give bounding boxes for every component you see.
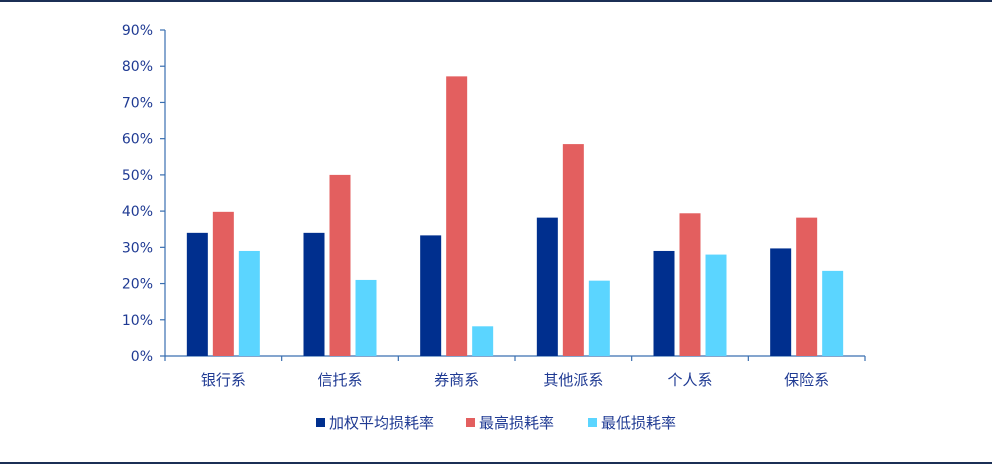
bar-3-2 xyxy=(588,280,610,356)
bar-5-1 xyxy=(796,217,818,356)
y-tick-label: 50% xyxy=(122,168,153,184)
x-category-label: 信托系 xyxy=(317,371,362,389)
top-rule xyxy=(0,0,992,2)
bar-5-0 xyxy=(770,248,792,356)
bottom-rule xyxy=(0,462,992,464)
bar-4-1 xyxy=(679,213,701,356)
bar-1-1 xyxy=(329,174,351,356)
bar-2-2 xyxy=(472,326,494,356)
bar-0-1 xyxy=(212,211,234,356)
bar-5-2 xyxy=(822,270,844,356)
bar-2-0 xyxy=(420,235,442,356)
legend-label: 最高损耗率 xyxy=(479,414,554,432)
y-tick-label: 0% xyxy=(131,349,153,365)
legend-swatch xyxy=(316,418,325,427)
x-category-label: 保险系 xyxy=(784,371,829,389)
bar-4-0 xyxy=(653,250,675,356)
legend-swatch xyxy=(466,418,475,427)
bar-3-0 xyxy=(536,217,558,356)
y-tick-label: 60% xyxy=(122,132,153,148)
legend-label: 最低损耗率 xyxy=(601,414,676,432)
y-tick-label: 30% xyxy=(122,240,153,256)
bar-3-1 xyxy=(562,144,584,356)
x-category-label: 银行系 xyxy=(201,371,246,389)
x-category-label: 其他派系 xyxy=(543,371,603,389)
x-category-label: 个人系 xyxy=(667,371,712,389)
bar-1-2 xyxy=(355,279,377,356)
bar-0-0 xyxy=(186,232,208,356)
bar-2-1 xyxy=(446,76,468,356)
bar-1-0 xyxy=(303,232,325,356)
bar-0-2 xyxy=(238,250,260,356)
legend-swatch xyxy=(588,418,597,427)
y-tick-label: 40% xyxy=(122,204,153,220)
bar-4-2 xyxy=(705,254,727,356)
y-tick-label: 20% xyxy=(122,277,153,293)
y-tick-label: 10% xyxy=(122,313,153,329)
y-tick-label: 80% xyxy=(122,59,153,75)
legend-label: 加权平均损耗率 xyxy=(329,414,434,432)
y-tick-label: 70% xyxy=(122,95,153,111)
y-tick-label: 90% xyxy=(122,23,153,39)
x-category-label: 券商系 xyxy=(434,371,479,389)
